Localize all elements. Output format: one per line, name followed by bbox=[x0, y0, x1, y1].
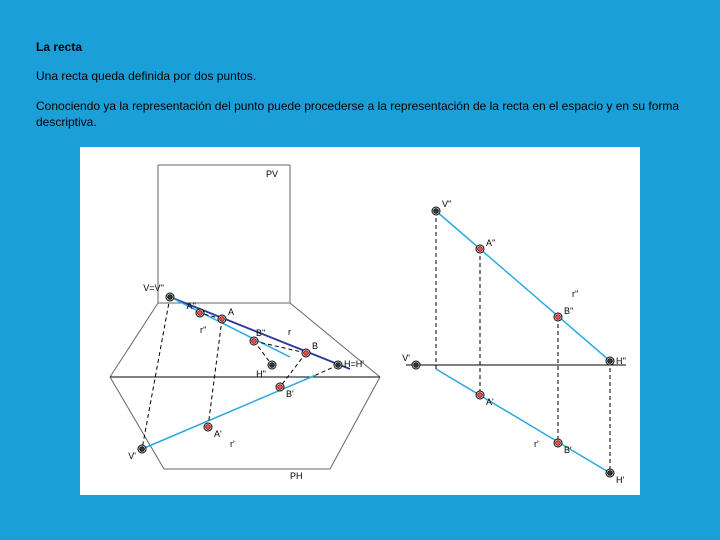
svg-text:B'': B'' bbox=[564, 306, 574, 316]
svg-text:B: B bbox=[312, 341, 318, 351]
svg-text:V'': V'' bbox=[442, 199, 452, 209]
svg-text:A': A' bbox=[486, 397, 494, 407]
svg-text:H': H' bbox=[616, 475, 624, 485]
svg-text:B': B' bbox=[286, 389, 294, 399]
paragraph-2: Conociendo ya la representación del punt… bbox=[36, 98, 684, 130]
svg-text:r'': r'' bbox=[200, 325, 207, 335]
svg-text:V=V'': V=V'' bbox=[143, 283, 164, 293]
svg-text:H'': H'' bbox=[256, 369, 266, 379]
svg-text:A'': A'' bbox=[187, 301, 197, 311]
svg-text:PV: PV bbox=[266, 169, 278, 179]
svg-text:V': V' bbox=[128, 451, 136, 461]
diagram-svg: PV PH r r'' r' V=V'' A A'' B B'' H=H' H'' A' B' V' r'' r… bbox=[80, 147, 640, 495]
svg-text:r': r' bbox=[230, 439, 235, 449]
svg-text:A'': A'' bbox=[486, 238, 496, 248]
svg-text:r'': r'' bbox=[572, 289, 579, 299]
svg-text:A': A' bbox=[214, 429, 222, 439]
svg-text:V': V' bbox=[402, 353, 410, 363]
section-title: La recta bbox=[36, 40, 684, 54]
svg-text:B'': B'' bbox=[256, 328, 266, 338]
paragraph-1: Una recta queda definida por dos puntos. bbox=[36, 68, 684, 84]
svg-text:r: r bbox=[288, 327, 291, 337]
svg-text:A: A bbox=[228, 307, 234, 317]
svg-text:PH: PH bbox=[290, 471, 303, 481]
svg-text:H'': H'' bbox=[616, 356, 626, 366]
svg-text:r': r' bbox=[534, 439, 539, 449]
svg-text:H=H': H=H' bbox=[344, 359, 364, 369]
svg-text:B': B' bbox=[564, 445, 572, 455]
geometry-diagram: PV PH r r'' r' V=V'' A A'' B B'' H=H' H'' A' B' V' r'' r… bbox=[80, 147, 640, 495]
